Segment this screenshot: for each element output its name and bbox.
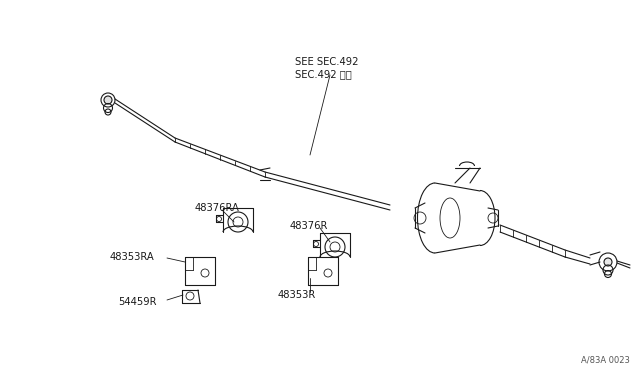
- Text: 54459R: 54459R: [118, 297, 157, 307]
- Circle shape: [604, 258, 612, 266]
- Text: A/83A 0023: A/83A 0023: [581, 356, 630, 365]
- Text: 48353R: 48353R: [278, 290, 316, 300]
- Text: 48353RA: 48353RA: [110, 252, 155, 262]
- Text: SEC.492 参照: SEC.492 参照: [295, 69, 352, 79]
- Circle shape: [104, 96, 112, 104]
- Text: SEE SEC.492: SEE SEC.492: [295, 57, 358, 67]
- Text: 48376RA: 48376RA: [195, 203, 240, 213]
- Text: 48376R: 48376R: [290, 221, 328, 231]
